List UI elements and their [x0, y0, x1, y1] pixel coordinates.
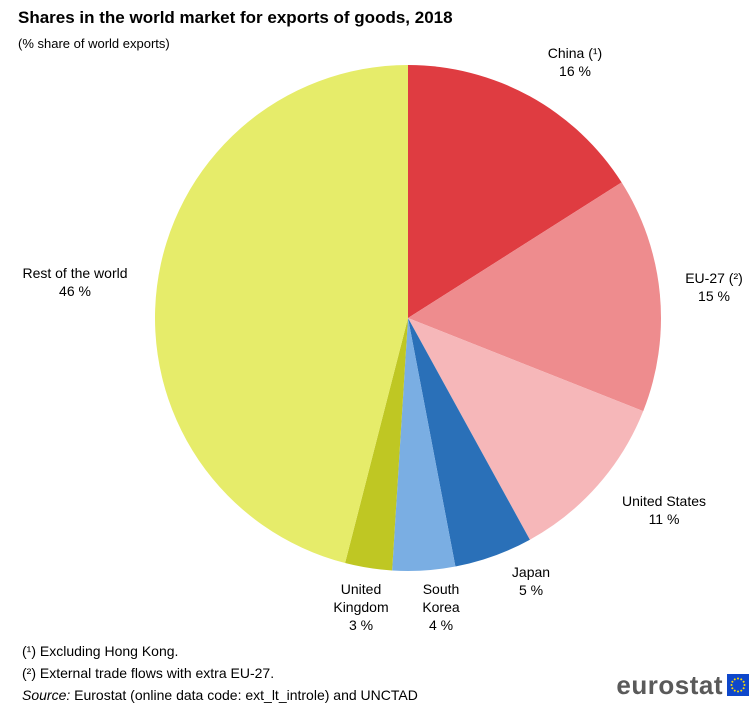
pie-slice-china — [408, 65, 622, 318]
slice-name-label: Kingdom — [333, 599, 388, 615]
slice-value-label: 16 % — [559, 63, 591, 79]
slice-label: Rest of the world 46 % — [22, 265, 127, 299]
flag-star — [743, 684, 746, 686]
slice-value-label: 15 % — [698, 288, 730, 304]
slice-value-label: 46 % — [59, 283, 91, 299]
flag-star — [742, 687, 745, 690]
slice-name-label: EU-27 (²) — [685, 270, 743, 286]
footnote-2: (²) External trade flows with extra EU-2… — [22, 665, 275, 681]
slice-value-label: 11 % — [649, 511, 680, 527]
flag-star — [740, 678, 743, 681]
eurostat-logo: eurostat — [616, 672, 749, 698]
logo-text: eurostat — [616, 670, 723, 700]
pie-slice-japan — [408, 318, 530, 567]
chart-title: Shares in the world market for exports o… — [18, 8, 453, 27]
source-note: Source: Eurostat (online data code: ext_… — [22, 684, 418, 706]
flag-star — [733, 678, 736, 681]
slice-label: China (¹) 16 % — [548, 45, 602, 79]
source-text: Eurostat (online data code: ext_lt_intro… — [70, 687, 418, 703]
slice-value-label: 3 % — [349, 617, 373, 633]
slice-name-label: Japan — [512, 564, 550, 580]
pie-slice-south-korea — [392, 318, 456, 571]
slice-name-label: Korea — [422, 599, 460, 615]
slice-name-label: United — [341, 581, 381, 597]
slice-label: United States 11 % — [622, 493, 706, 527]
flag-star — [731, 680, 734, 683]
slice-name-label: United States — [622, 493, 706, 509]
slice-label: Japan 5 % — [512, 564, 550, 598]
flag-star — [740, 689, 743, 692]
slice-name-label: Rest of the world — [22, 265, 127, 281]
flag-background — [727, 674, 749, 696]
flag-star — [731, 687, 734, 690]
eu-flag-icon — [727, 674, 749, 696]
slice-label: South Korea 4 % — [422, 581, 460, 633]
source-label: Source: — [22, 687, 71, 703]
pie-slice-united-states — [408, 318, 644, 540]
flag-star — [742, 680, 745, 683]
slice-value-label: 4 % — [429, 617, 453, 633]
pie-chart: China (¹) 16 % EU-27 (²) 15 % United States 1… — [22, 45, 743, 633]
chart-subtitle: (% share of world exports) — [18, 36, 170, 51]
flag-star — [737, 677, 739, 680]
pie-slice-eu-27 — [408, 182, 662, 412]
slice-value-label: 5 % — [519, 582, 543, 598]
pie-slice-rest-of-the-world — [155, 65, 408, 564]
footnote-1: (¹) Excluding Hong Kong. — [22, 643, 179, 659]
slice-name-label: China (¹) — [548, 45, 602, 61]
flag-star — [733, 689, 736, 692]
slice-label: United Kingdom 3 % — [333, 581, 388, 633]
pie-slice-united-kingdom — [345, 318, 408, 571]
flag-star — [730, 684, 733, 686]
slice-label: EU-27 (²) 15 % — [685, 270, 743, 304]
flag-star — [737, 690, 739, 693]
slice-name-label: South — [423, 581, 460, 597]
footnotes: (¹) Excluding Hong Kong. (²) External tr… — [22, 640, 418, 706]
